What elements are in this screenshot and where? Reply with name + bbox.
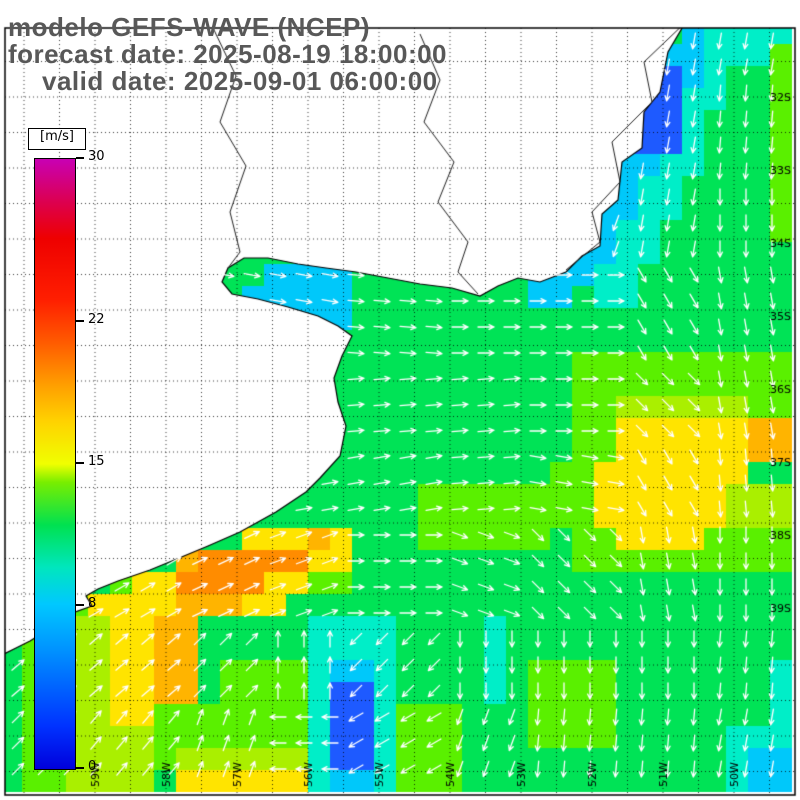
colorbar-unit-label: [m/s] — [28, 128, 86, 150]
colorbar — [34, 158, 76, 770]
